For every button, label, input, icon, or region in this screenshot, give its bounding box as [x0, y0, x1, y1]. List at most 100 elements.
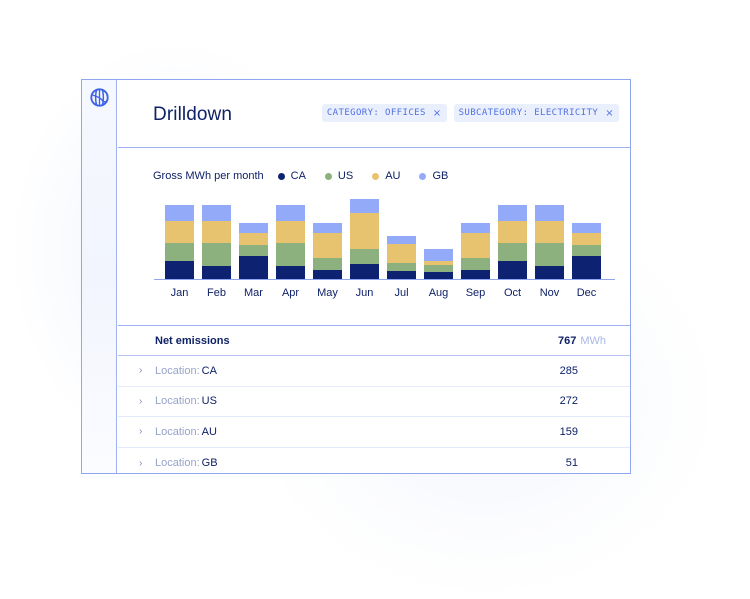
location-amount: 272	[559, 395, 578, 408]
table-row-location-au[interactable]: › Location: AU 159	[118, 417, 630, 448]
filter-chips: CATEGORY: OFFICES × SUBCATEGORY: ELECTRI…	[321, 104, 619, 122]
bar-segment-us	[535, 243, 564, 266]
chevron-right-icon[interactable]: ›	[139, 426, 143, 438]
legend-item-ca: CA	[277, 170, 306, 182]
bar-segment-us	[387, 263, 416, 271]
table-row-location-gb[interactable]: › Location: GB 51	[118, 448, 630, 473]
main-panel: Drilldown CATEGORY: OFFICES × SUBCATEGOR…	[118, 80, 630, 473]
bar-segment-au	[461, 233, 490, 258]
chart-section: Gross MWh per month CA US AU GB Jan Feb Ma…	[118, 149, 630, 326]
bar-segment-ca	[535, 266, 564, 279]
x-axis-label: Mar	[244, 287, 263, 299]
bar-segment-us	[202, 243, 231, 266]
x-axis-label: Jan	[170, 287, 189, 299]
location-label: Location: GB	[155, 457, 218, 470]
bar-segment-us	[424, 265, 453, 272]
bar-dec[interactable]	[572, 223, 601, 279]
bar-segment-gb	[165, 205, 194, 221]
bar-segment-gb	[350, 199, 379, 213]
sidebar	[82, 80, 117, 473]
chevron-right-icon[interactable]: ›	[139, 395, 143, 407]
bar-segment-gb	[498, 205, 527, 221]
bar-aug[interactable]	[424, 249, 453, 279]
bar-segment-ca	[313, 270, 342, 279]
header: Drilldown CATEGORY: OFFICES × SUBCATEGOR…	[118, 80, 630, 148]
bar-segment-us	[461, 258, 490, 270]
bar-segment-gb	[202, 205, 231, 221]
bar-segment-us	[313, 258, 342, 270]
location-label: Location: CA	[155, 364, 217, 377]
bar-segment-gb	[387, 236, 416, 244]
page-title: Drilldown	[153, 104, 233, 125]
legend-dot-icon	[277, 172, 285, 180]
close-icon[interactable]: ×	[432, 107, 442, 119]
bar-segment-us	[498, 243, 527, 261]
chart-title: Gross MWh per month	[153, 170, 264, 182]
globe-icon[interactable]	[90, 88, 109, 107]
unit-label: MWh	[580, 335, 606, 347]
bar-segment-gb	[572, 223, 601, 233]
bar-segment-au	[313, 233, 342, 258]
legend-item-us: US	[324, 170, 353, 182]
bar-may[interactable]	[313, 223, 342, 279]
table-row-location-ca[interactable]: › Location: CA 285	[118, 356, 630, 387]
bar-segment-ca	[461, 270, 490, 279]
x-axis-label: Nov	[539, 287, 560, 299]
filter-chip-subcategory[interactable]: SUBCATEGORY: ELECTRICITY ×	[453, 104, 619, 122]
emissions-table: Net emissions 767 MWh › Location: CA 285 ›…	[118, 327, 630, 473]
bar-nov[interactable]	[535, 205, 564, 279]
net-emissions-row: Net emissions 767 MWh	[118, 327, 630, 356]
table-row-location-us[interactable]: › Location: US 272	[118, 387, 630, 418]
x-axis-line	[154, 279, 615, 280]
bar-segment-gb	[313, 223, 342, 233]
net-emissions-value: 767 MWh	[557, 335, 606, 347]
bar-jan[interactable]	[165, 205, 194, 279]
bar-segment-au	[165, 221, 194, 243]
chevron-right-icon[interactable]: ›	[139, 365, 143, 377]
bar-segment-au	[535, 221, 564, 243]
filter-chip-label: CATEGORY: OFFICES	[326, 108, 426, 118]
legend-dot-icon	[372, 172, 380, 180]
bar-apr[interactable]	[276, 205, 305, 279]
bar-segment-us	[165, 243, 194, 261]
bar-segment-au	[202, 221, 231, 243]
bar-segment-gb	[424, 249, 453, 261]
filter-chip-label: SUBCATEGORY: ELECTRICITY	[458, 108, 599, 118]
bar-segment-au	[572, 233, 601, 245]
x-axis-label: Dec	[576, 287, 597, 299]
x-axis-label: Aug	[428, 287, 449, 299]
close-icon[interactable]: ×	[605, 107, 614, 119]
bar-segment-ca	[239, 256, 268, 279]
bar-segment-ca	[498, 261, 527, 279]
bar-oct[interactable]	[498, 205, 527, 279]
bar-segment-gb	[239, 223, 268, 233]
bar-jun[interactable]	[350, 199, 379, 279]
bar-segment-ca	[165, 261, 194, 279]
bar-mar[interactable]	[239, 223, 268, 279]
bar-segment-ca	[572, 256, 601, 279]
bar-segment-au	[424, 261, 453, 265]
bar-sep[interactable]	[461, 223, 490, 279]
legend-item-au: AU	[372, 170, 400, 182]
filter-chip-category[interactable]: CATEGORY: OFFICES ×	[321, 104, 447, 122]
bar-segment-ca	[387, 271, 416, 279]
chevron-right-icon[interactable]: ›	[139, 457, 143, 469]
bar-segment-au	[276, 221, 305, 243]
x-axis-label: Apr	[281, 287, 300, 299]
x-axis-label: Jul	[394, 287, 409, 299]
legend-item-gb: GB	[419, 170, 448, 182]
bar-segment-ca	[276, 266, 305, 279]
bar-feb[interactable]	[202, 205, 231, 279]
bar-segment-au	[239, 233, 268, 245]
bar-segment-us	[239, 245, 268, 256]
bar-segment-gb	[535, 205, 564, 221]
bar-jul[interactable]	[387, 236, 416, 279]
bar-segment-ca	[202, 266, 231, 279]
x-axis-label: Sep	[465, 287, 486, 299]
legend-dot-icon	[419, 172, 427, 180]
location-amount: 285	[559, 364, 578, 377]
bar-segment-au	[498, 221, 527, 243]
bar-segment-ca	[424, 272, 453, 279]
net-emissions-label: Net emissions	[155, 335, 230, 347]
location-amount: 51	[565, 457, 578, 470]
